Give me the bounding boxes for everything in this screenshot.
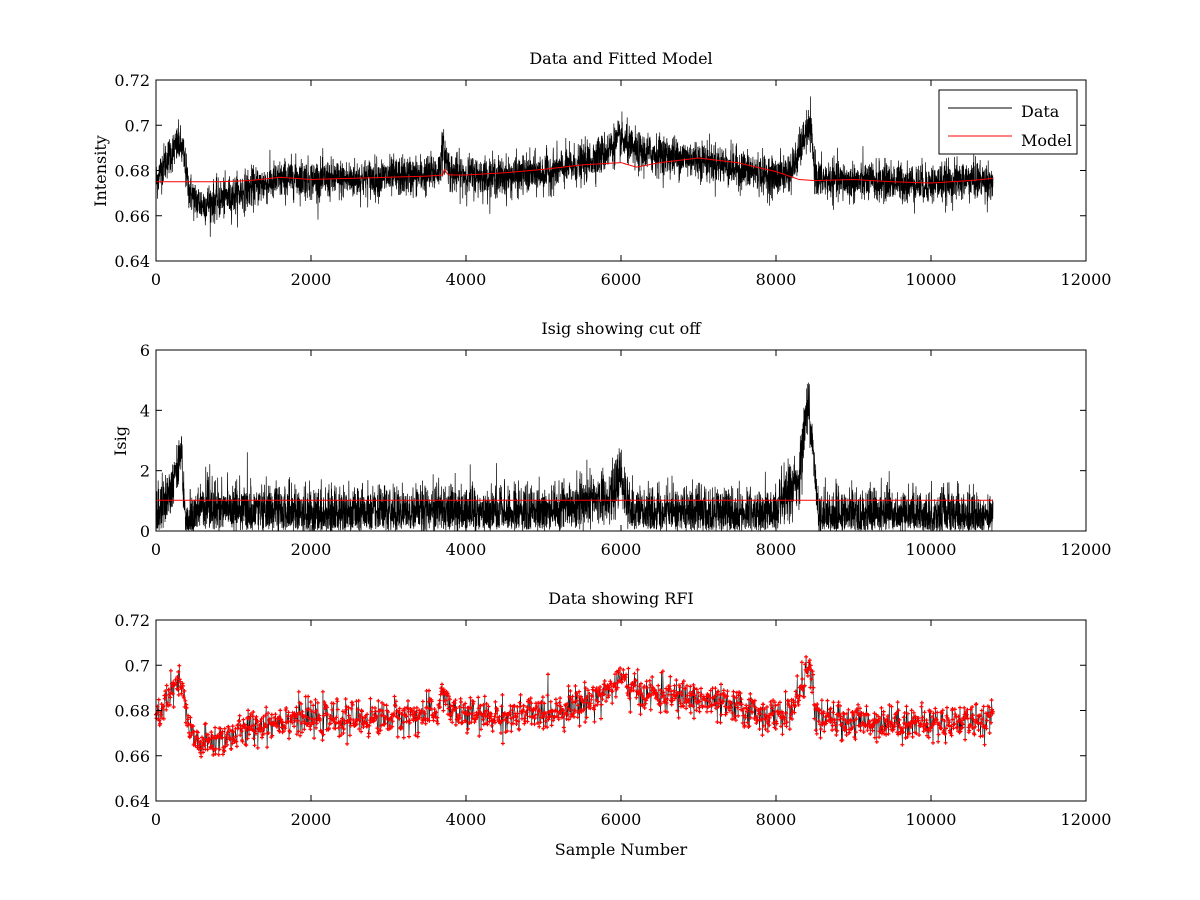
y-tick-label: 0.68	[114, 162, 150, 181]
legend-label-model: Model	[1021, 131, 1072, 150]
x-axis-label: Sample Number	[555, 840, 688, 859]
y-tick-label: 4	[140, 401, 150, 420]
x-tick-label: 8000	[756, 540, 797, 559]
x-tick-label: 12000	[1061, 540, 1112, 559]
x-tick-label: 2000	[291, 540, 332, 559]
chart-title: Data showing RFI	[548, 589, 693, 608]
legend-label-data: Data	[1021, 102, 1060, 121]
x-tick-label: 4000	[446, 270, 487, 289]
x-tick-label: 0	[151, 810, 161, 829]
series-line-model	[156, 157, 994, 184]
x-tick-label: 2000	[291, 270, 332, 289]
y-tick-label: 0.7	[125, 116, 150, 135]
chart-isig-showing-cut-off: Isig showing cut off Isig 0 2000 4000 6000 8…	[111, 319, 1111, 559]
y-tick-label: 0.7	[125, 656, 150, 675]
y-tick-label: 0.72	[114, 611, 150, 630]
y-tick-label: 0.64	[114, 792, 150, 811]
x-tick-label: 4000	[446, 810, 487, 829]
plot-area: 0 2000 4000 6000 8000 10000 12000 0 2 4 6	[140, 341, 1112, 559]
y-tick-label: 0.64	[114, 252, 150, 271]
x-tick-label: 12000	[1061, 810, 1112, 829]
plot-area: 0 2000 4000 6000 8000 10000 12000 0.64 0.66 0.68 0…	[114, 71, 1111, 289]
y-tick-label: 2	[140, 462, 150, 481]
x-tick-label: 0	[151, 270, 161, 289]
x-tick-label: 6000	[601, 270, 642, 289]
x-tick-label: 12000	[1061, 270, 1112, 289]
x-tick-label: 6000	[601, 810, 642, 829]
x-tick-label: 8000	[756, 810, 797, 829]
x-tick-label: 4000	[446, 540, 487, 559]
y-axis-label: Isig	[111, 426, 130, 456]
y-tick-label: 0.66	[114, 207, 150, 226]
plot-area: 0 2000 4000 6000 8000 10000 12000 0.64 0.66 0.68 0…	[114, 611, 1111, 829]
y-tick-label: 0.66	[114, 747, 150, 766]
x-tick-label: 10000	[906, 810, 957, 829]
x-tick-label: 10000	[906, 540, 957, 559]
y-axis-label: Intensity	[91, 135, 110, 207]
y-tick-label: 0	[140, 522, 150, 541]
legend: Data Model	[938, 89, 1078, 155]
x-tick-label: 2000	[291, 810, 332, 829]
chart-data-and-fitted-model: Data and Fitted Model Intensity 0 2000 400…	[91, 49, 1111, 289]
chart-data-showing-rfi: Data showing RFI 0 2000 4000 6000 8000 10000 1…	[114, 589, 1111, 859]
legend-box	[938, 89, 1078, 155]
y-tick-label: 0.68	[114, 702, 150, 721]
x-tick-label: 8000	[756, 270, 797, 289]
x-tick-label: 10000	[906, 270, 957, 289]
chart-title: Isig showing cut off	[541, 319, 702, 338]
chart-title: Data and Fitted Model	[529, 49, 712, 68]
x-tick-label: 0	[151, 540, 161, 559]
series-line-isig	[155, 382, 994, 532]
y-tick-label: 0.72	[114, 71, 150, 90]
y-tick-label: 6	[140, 341, 150, 360]
x-tick-label: 6000	[601, 540, 642, 559]
